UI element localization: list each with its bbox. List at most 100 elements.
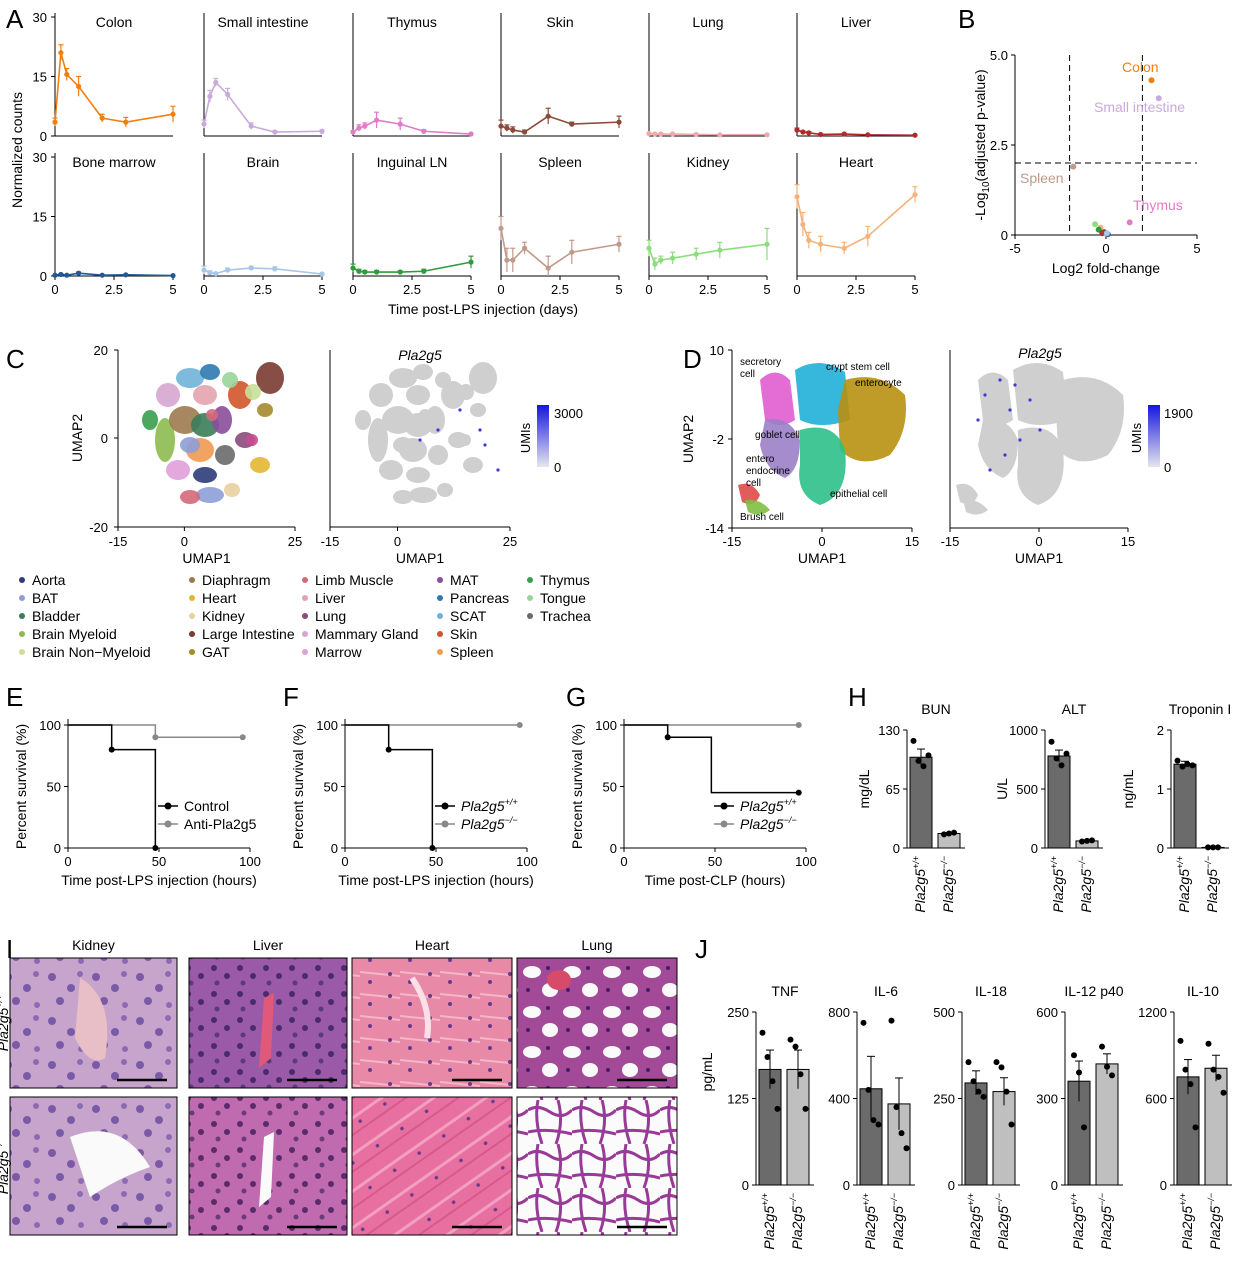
x-tick-label: 5 <box>1193 241 1200 256</box>
y-tick-label: 50 <box>603 780 617 795</box>
legend-swatch <box>527 613 533 619</box>
data-point <box>58 50 64 56</box>
panel-letter-f: F <box>283 682 299 712</box>
data-point <box>468 131 474 137</box>
umap-cluster-grey <box>463 457 483 473</box>
bar-chart-title: BUN <box>921 701 951 717</box>
umap-cluster-grey <box>458 384 474 400</box>
legend-swatch <box>19 631 25 637</box>
replicate-point <box>1058 762 1065 769</box>
replicate-point <box>1215 844 1221 851</box>
data-point <box>374 269 380 275</box>
replicate-point <box>946 830 952 837</box>
data-point <box>213 79 219 86</box>
volcano-point-label: Colon <box>1122 59 1159 75</box>
bar-chart: 0 600 1200 IL-10 Pla2g5+/+ Pla2g5−/− <box>1138 983 1232 1250</box>
legend-swatch <box>189 631 195 637</box>
data-point <box>468 259 474 265</box>
x-tick-label: 50 <box>429 854 443 869</box>
volcano-point-label: Small intestine <box>1094 99 1185 115</box>
legend-label: Thymus <box>540 572 590 588</box>
legend-label: Skin <box>450 626 477 642</box>
umap-cluster <box>200 364 220 380</box>
panel-a-subplot: Inguinal LN 0 2.5 5 <box>349 153 475 297</box>
replicate-point <box>1079 838 1085 845</box>
data-point <box>350 129 356 135</box>
y-tick-label: -2 <box>712 432 724 447</box>
bar <box>1095 1063 1119 1186</box>
data-point <box>421 268 427 274</box>
y-tick-label: 0 <box>742 1178 749 1193</box>
data-point <box>865 132 871 138</box>
y-tick-label: 0 <box>40 129 47 144</box>
panel-a-subplot: Liver <box>794 13 918 138</box>
replicate-point <box>910 737 917 744</box>
umap-cluster <box>166 460 190 480</box>
x-tick-label: 0 <box>1102 241 1109 256</box>
data-point <box>99 272 105 278</box>
data-point <box>504 125 510 131</box>
replicate-point <box>1189 762 1196 769</box>
data-point <box>123 272 129 278</box>
series-line <box>500 115 620 133</box>
data-point <box>569 121 575 127</box>
y-tick-label: 0 <box>1001 228 1008 243</box>
x-tick-label: 100 <box>239 854 261 869</box>
replicate-point <box>802 1105 809 1112</box>
histology-row-label: Pla2g5−/− <box>0 1138 11 1195</box>
legend-swatch <box>437 613 443 619</box>
legend-item: Skin <box>437 626 477 642</box>
volcano-point <box>1148 77 1155 84</box>
replicate-point <box>1089 837 1095 844</box>
replicate-point <box>1205 844 1211 851</box>
series-line <box>648 132 767 136</box>
panel-a-subplot: Brain 0 2.5 5 <box>200 153 326 297</box>
replicate-point <box>865 1086 872 1093</box>
bar-chart-title: IL-18 <box>975 983 1007 999</box>
data-point <box>717 132 723 138</box>
legend-label: Kidney <box>202 608 245 624</box>
survival-ylabel: Percent survival (%) <box>290 724 306 849</box>
replicate-point <box>1220 1089 1227 1096</box>
x-tick-label: 0 <box>497 282 504 297</box>
panel-f: 0 50 100 0 50 100 Percent survival (%) Time pos… <box>290 718 538 888</box>
data-point <box>76 270 82 276</box>
replicate-point <box>915 757 922 764</box>
x-tick-label: 0 <box>64 854 71 869</box>
legend-item: Spleen <box>437 644 494 660</box>
genotype-label: Pla2g5+/+ <box>966 1193 983 1250</box>
x-tick-label: 2.5 <box>551 282 569 297</box>
legend-label: Spleen <box>450 644 494 660</box>
replicate-point <box>980 1093 987 1100</box>
y-tick-label: 20 <box>94 343 108 358</box>
subplot-title: Brain <box>247 154 280 170</box>
umap-cluster-grey <box>393 437 413 453</box>
legend-item: Lung <box>302 608 346 624</box>
replicate-point <box>925 752 932 759</box>
legend-item: SCAT <box>437 608 487 624</box>
data-point <box>356 268 362 274</box>
genotype-label: Pla2g5−/− <box>939 856 956 913</box>
replicate-point <box>941 831 947 838</box>
legend-label: Tongue <box>540 590 586 606</box>
series-line <box>203 81 323 133</box>
legend-label: Brain Non−Myeloid <box>32 644 151 660</box>
umap-cluster <box>256 362 284 394</box>
cluster-label: secretory <box>740 357 781 368</box>
data-point <box>818 131 824 138</box>
bar-chart: 0 250 500 IL-18 Pla2g5+/+ Pla2g5−/− <box>933 983 1020 1250</box>
data-point <box>225 267 231 273</box>
y-tick-label: 0 <box>843 1178 850 1193</box>
survival-point <box>516 722 523 728</box>
data-point <box>123 119 129 125</box>
umap-cluster <box>245 384 261 400</box>
y-tick-label: 2 <box>1157 723 1164 738</box>
umap-cluster <box>215 445 235 465</box>
panel-letter-d: D <box>683 344 702 374</box>
data-point <box>616 241 622 247</box>
legend-item: Heart <box>189 590 236 606</box>
umap-cluster-grey <box>435 372 451 388</box>
x-tick-label: 0 <box>349 282 356 297</box>
umap-cluster-grey <box>413 364 433 380</box>
umap-cluster-grey <box>470 403 486 417</box>
